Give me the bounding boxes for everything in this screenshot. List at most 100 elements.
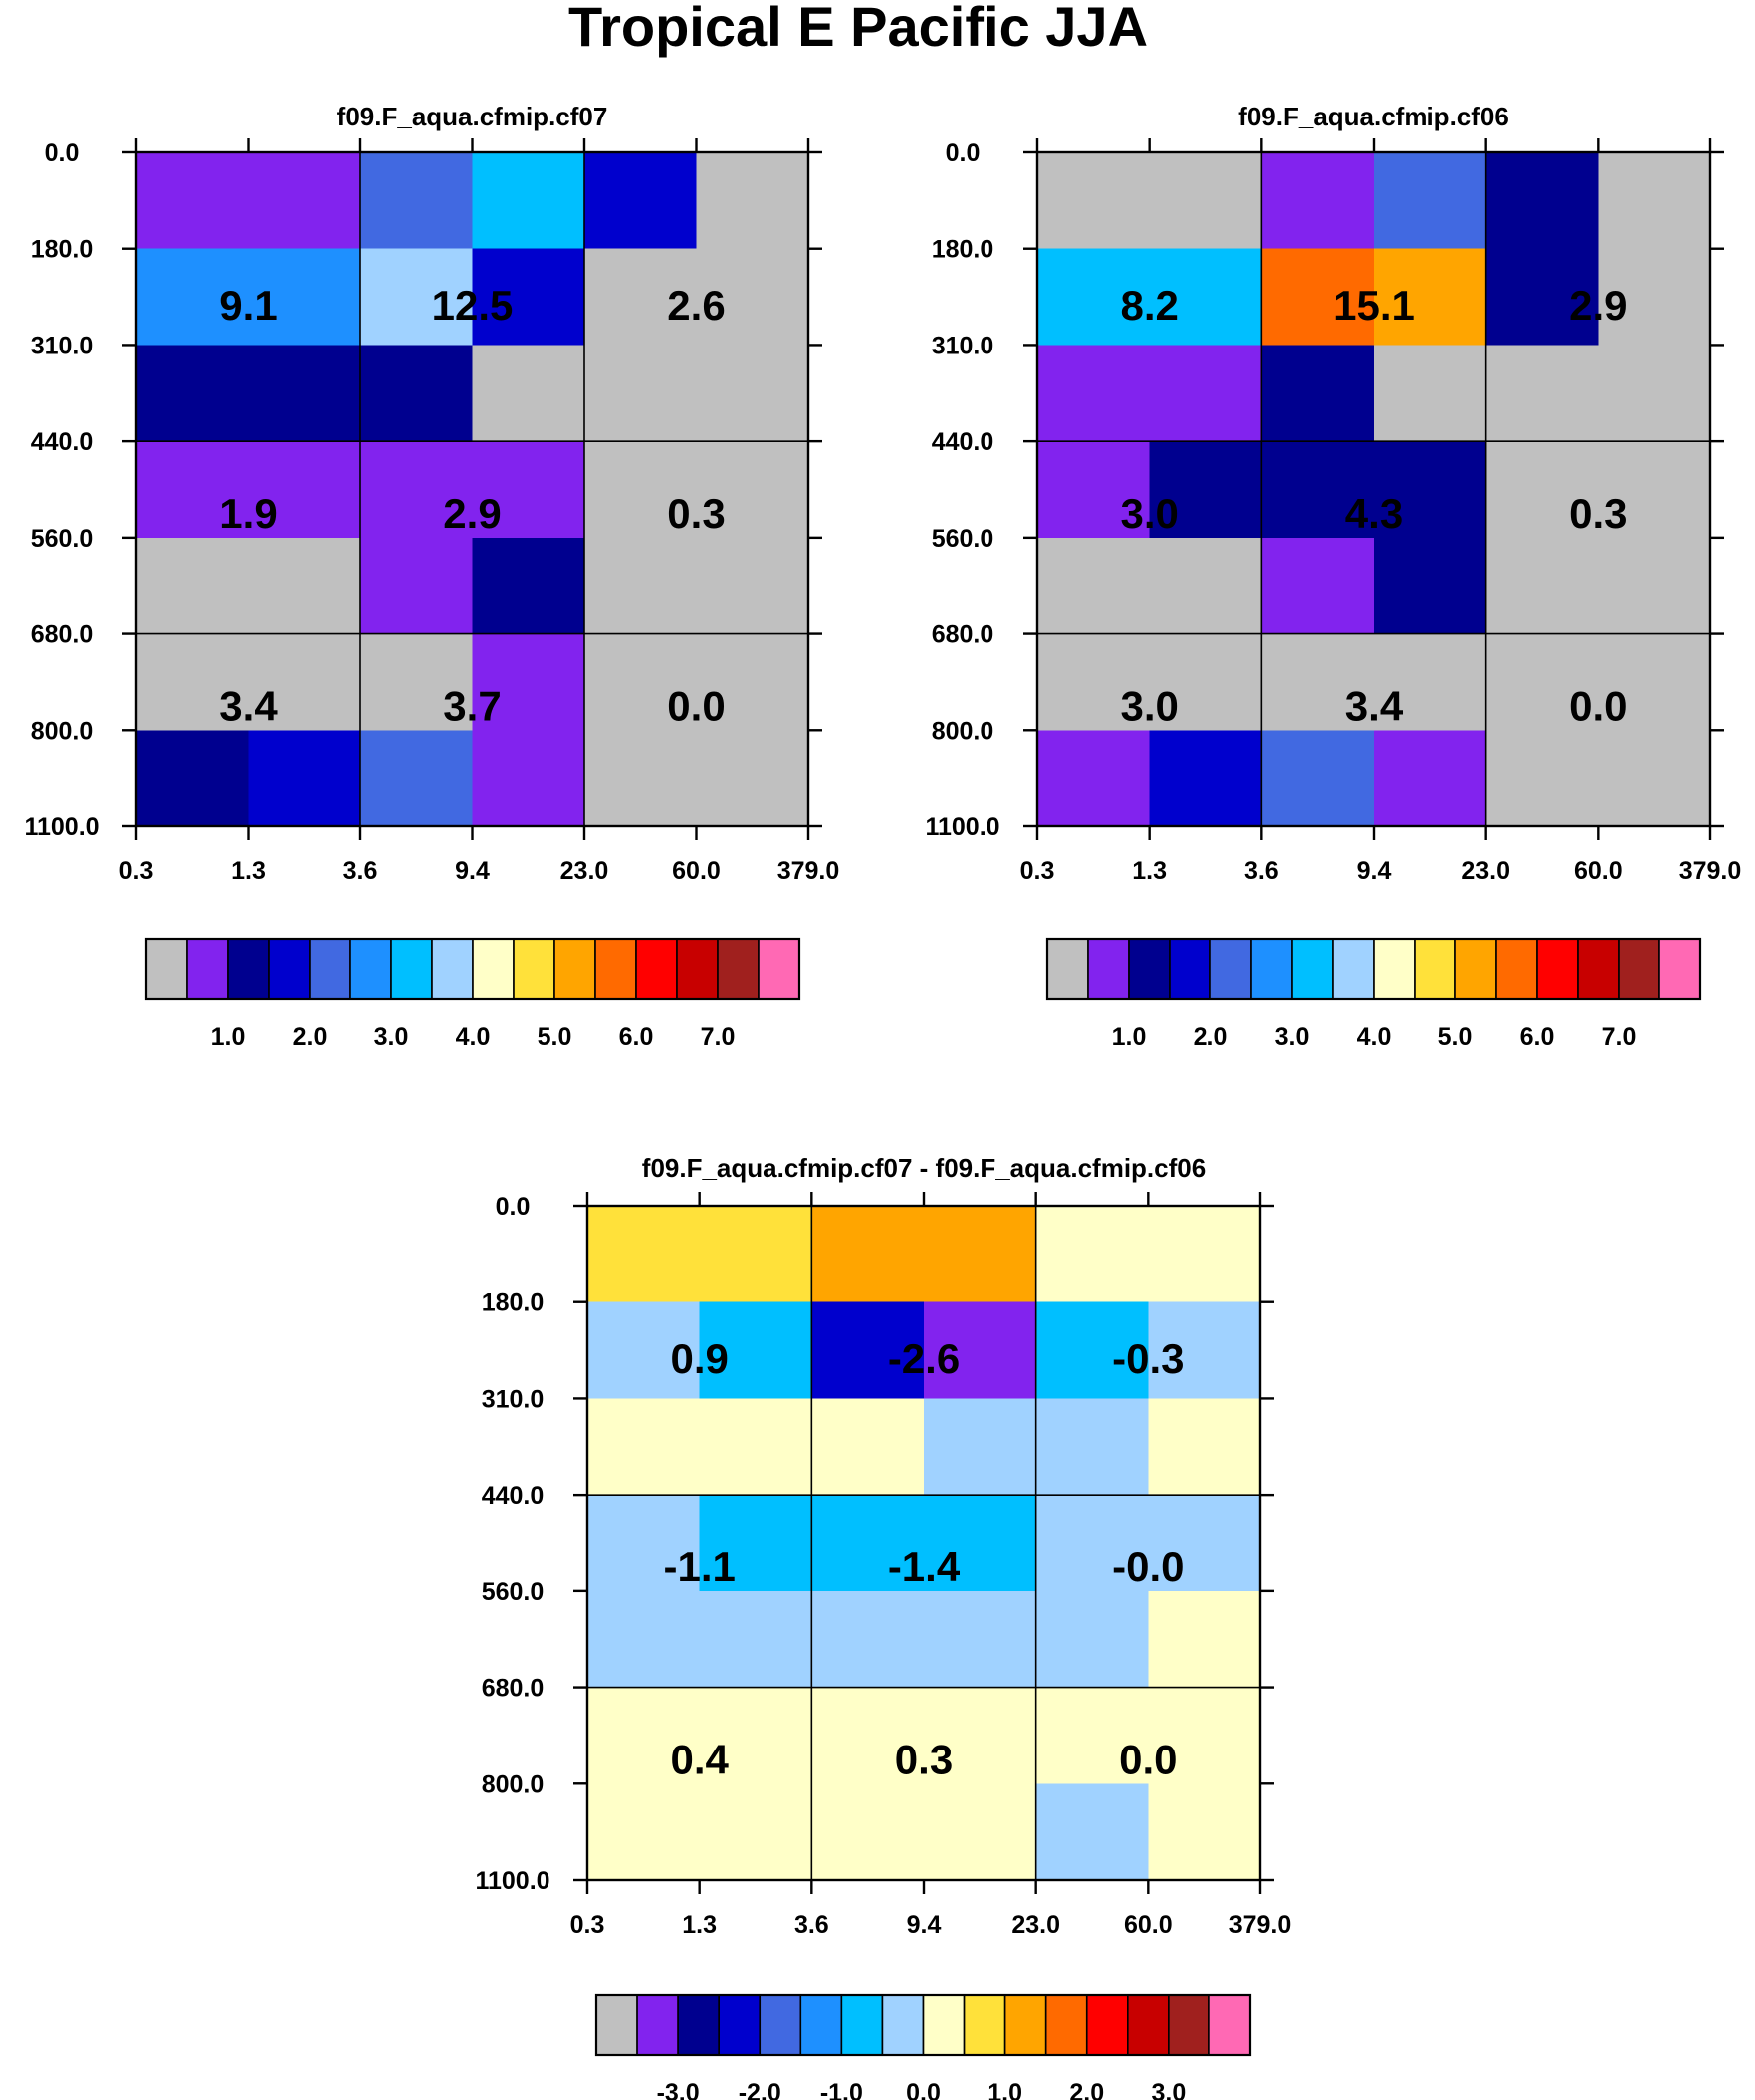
block-value-label: -1.1 — [663, 1543, 735, 1590]
heatmap-cell — [360, 537, 474, 635]
block-value-label: 0.0 — [1569, 682, 1627, 729]
heatmap-cell — [1598, 441, 1711, 539]
colorbar-label: 5.0 — [1438, 1023, 1473, 1050]
colorbar-label: -3.0 — [657, 2079, 700, 2100]
colorbar-swatch — [186, 938, 229, 1000]
colorbar-swatch — [758, 938, 800, 1000]
colorbar-label: 2.0 — [293, 1023, 328, 1050]
y-tick-label: 180.0 — [932, 236, 994, 264]
colorbar-swatch — [1127, 1994, 1170, 2056]
colorbar-swatch — [1332, 938, 1375, 1000]
block-value-label: 3.4 — [219, 682, 278, 729]
x-tick-label: 1.3 — [231, 857, 266, 885]
heatmap-cell — [1598, 537, 1711, 635]
heatmap-cell — [924, 1301, 1037, 1400]
colorbar-swatch — [349, 938, 392, 1000]
heatmap-cell — [360, 633, 474, 731]
colorbar-swatch — [145, 938, 188, 1000]
heatmap-cell — [699, 1590, 812, 1689]
block-value-label: 0.3 — [895, 1736, 953, 1782]
colorbar-swatch — [1658, 938, 1701, 1000]
figure-title: Tropical E Pacific JJA — [568, 0, 1148, 58]
colorbar-swatch — [390, 938, 433, 1000]
heatmap-cell — [136, 730, 250, 827]
heatmap-cell — [248, 730, 361, 827]
x-tick-label: 0.3 — [570, 1911, 605, 1939]
block-values: 9.1 12.5 2.6 1.9 2.9 0.3 3.4 3.7 0.0 — [219, 282, 725, 729]
y-tick-label: 560.0 — [482, 1578, 545, 1606]
heatmap-cell — [1598, 345, 1711, 442]
block-value-label: -0.3 — [1112, 1335, 1184, 1382]
heatmap-cell — [1037, 152, 1151, 250]
block-value-label: 0.0 — [667, 682, 725, 729]
heatmap-cell — [1149, 537, 1262, 635]
heatmap-cell — [248, 152, 361, 250]
block-value-label: 3.7 — [443, 682, 501, 729]
block-value-label: 3.0 — [1120, 490, 1178, 537]
x-tick-label: 379.0 — [777, 857, 840, 885]
heatmap-cell — [1598, 152, 1711, 250]
heatmap-cell — [136, 345, 250, 442]
block-value-label: 3.4 — [1345, 682, 1404, 729]
heatmap-cell — [1148, 1301, 1261, 1400]
heatmap-cell — [924, 1590, 1037, 1689]
y-tick-label: 800.0 — [932, 717, 994, 745]
colorbar-swatch — [1087, 938, 1130, 1000]
block-value-label: 9.1 — [219, 282, 277, 329]
axis-ticks: 0.3 1.3 3.6 9.4 23.0 60.0 379.0 0.0 180.0 310.0 44… — [24, 138, 839, 885]
colorbar-frame — [1045, 937, 1702, 1001]
colorbar-swatch — [799, 1994, 843, 2056]
x-tick-label: 9.4 — [907, 1911, 942, 1939]
x-tick-label: 3.6 — [794, 1911, 829, 1939]
heatmap-cell — [1035, 1687, 1149, 1784]
heatmap-cell — [1485, 345, 1599, 442]
colorbar-label: -1.0 — [820, 2079, 863, 2100]
heatmap-cell — [1261, 633, 1375, 731]
x-tick-label: 23.0 — [1011, 1911, 1060, 1939]
heatmap-cell — [587, 1783, 701, 1881]
colorbar-frame — [594, 1993, 1252, 2057]
colorbar-label: 7.0 — [1602, 1023, 1637, 1050]
heatmap-cell — [472, 248, 585, 347]
x-tick-label: 23.0 — [560, 857, 609, 885]
colorbar-swatch — [227, 938, 270, 1000]
y-tick-label: 0.0 — [496, 1193, 531, 1221]
y-tick-label: 680.0 — [482, 1675, 545, 1703]
y-tick-label: 1100.0 — [475, 1867, 549, 1895]
heatmap-cell — [1374, 441, 1487, 539]
heatmap-cell — [1149, 441, 1262, 539]
heatmap-cell — [1485, 441, 1599, 539]
block-value-label: 0.3 — [667, 490, 725, 537]
colorbar: 1.0 2.0 3.0 4.0 5.0 6.0 7.0 — [144, 937, 801, 1050]
heatmap-cell — [699, 1687, 812, 1784]
heatmap-cell — [699, 1301, 812, 1400]
colorbar-swatch — [595, 1994, 638, 2056]
heatmap-cell — [1374, 152, 1487, 250]
colorbar-label: 3.0 — [1275, 1023, 1310, 1050]
colorbar-swatch — [594, 938, 637, 1000]
colorbar-swatch — [1209, 938, 1252, 1000]
heatmap-cell — [1261, 248, 1375, 347]
y-tick-label: 180.0 — [31, 236, 94, 264]
heatmap-cell — [1598, 730, 1711, 827]
heatmap-cell — [1035, 1495, 1149, 1592]
heatmap-cell — [1261, 152, 1375, 250]
heatmap-cell — [924, 1783, 1037, 1881]
heatmap-cell — [360, 152, 474, 250]
heatmap-cell — [1148, 1687, 1261, 1784]
heatmap-cell — [1149, 633, 1262, 731]
heatmap-cell — [1148, 1206, 1261, 1303]
y-tick-label: 310.0 — [932, 332, 994, 359]
x-tick-label: 3.6 — [1244, 857, 1279, 885]
block-value-label: 0.9 — [670, 1335, 728, 1382]
block-value-label: -0.0 — [1112, 1543, 1184, 1590]
x-tick-label: 1.3 — [1132, 857, 1167, 885]
heatmap-cell — [248, 441, 361, 539]
y-tick-label: 1100.0 — [24, 814, 99, 841]
colorbar-label: 1.0 — [211, 1023, 246, 1050]
panel-title: f09.F_aqua.cfmip.cf06 — [1238, 102, 1509, 131]
y-tick-label: 180.0 — [482, 1289, 545, 1317]
x-tick-label: 1.3 — [682, 1911, 717, 1939]
colorbar-swatch — [553, 938, 596, 1000]
heatmap-cell — [811, 1398, 925, 1496]
